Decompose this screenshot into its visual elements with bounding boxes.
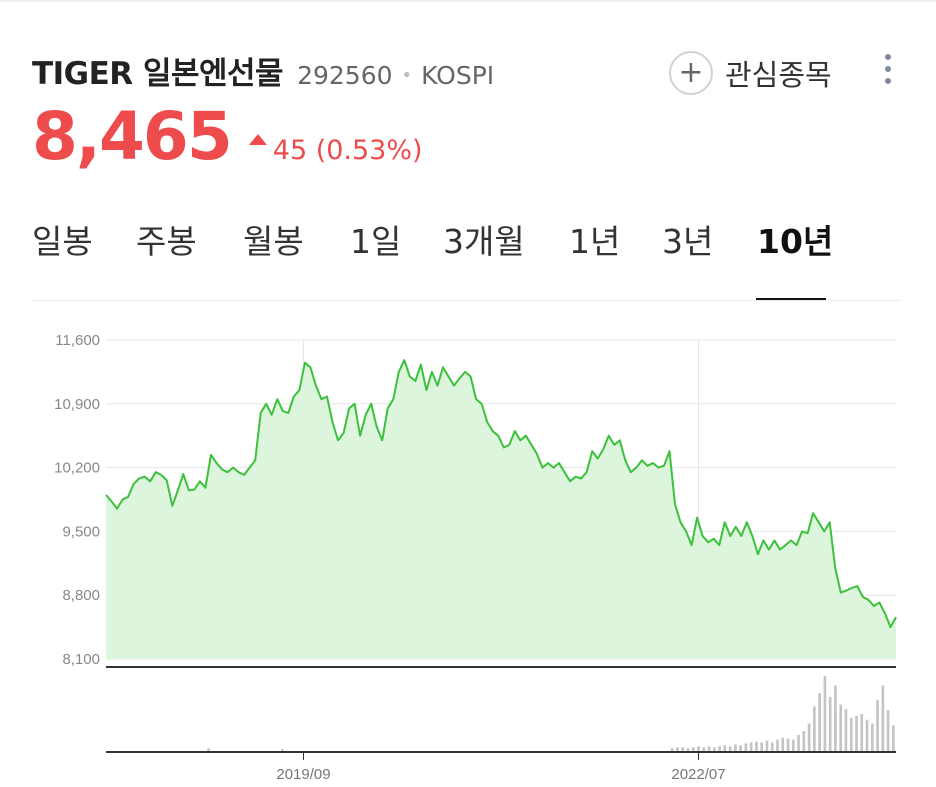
y-tick-label: 8,100 xyxy=(62,651,100,668)
watchlist-label: 관심종목 xyxy=(725,58,832,92)
volume-bar xyxy=(818,693,821,752)
x-tick-label: 2019/09 xyxy=(276,766,330,783)
volume-bar xyxy=(697,746,700,752)
separator-dot-icon: • xyxy=(401,65,413,86)
volume-bar xyxy=(834,685,837,752)
volume-bar xyxy=(734,744,737,752)
volume-bar xyxy=(844,709,848,752)
tab-daily[interactable]: 일봉 xyxy=(32,222,93,261)
stock-code: 292560 xyxy=(297,61,393,90)
up-triangle-icon xyxy=(248,134,267,145)
volume-bar xyxy=(855,715,858,752)
price-line xyxy=(105,359,897,629)
volume-bar xyxy=(712,747,716,752)
tab-3years[interactable]: 3년 xyxy=(662,222,714,261)
tab-weekly[interactable]: 주봉 xyxy=(136,222,197,261)
tab-10years[interactable]: 10년 xyxy=(757,222,834,261)
volume-bar xyxy=(728,746,732,752)
volume-bar xyxy=(828,696,832,752)
volume-bar xyxy=(786,738,790,752)
volume-bar xyxy=(718,746,721,752)
volume-bar xyxy=(723,745,727,752)
y-tick-label: 8,800 xyxy=(62,587,100,604)
stock-header: TIGER 일본엔선물 292560 • KOSPI xyxy=(32,48,494,92)
tab-1year[interactable]: 1년 xyxy=(569,222,621,261)
stock-name: TIGER 일본엔선물 xyxy=(32,56,284,92)
price-area-fill xyxy=(106,360,896,659)
tab-1day[interactable]: 1일 xyxy=(350,222,402,261)
volume-bar xyxy=(802,731,806,752)
volume-bar xyxy=(870,723,874,752)
volume-bar xyxy=(881,685,885,752)
market-name: KOSPI xyxy=(421,61,495,90)
volume-bar xyxy=(823,676,827,752)
volume-bar xyxy=(681,747,685,752)
volume-bar xyxy=(813,706,816,752)
top-divider xyxy=(0,0,936,2)
add-watchlist-button[interactable]: + 관심종목 xyxy=(669,49,832,97)
volume-bar xyxy=(707,746,711,752)
active-tab-indicator xyxy=(756,298,826,301)
volume-bar xyxy=(207,748,211,752)
volume-bar xyxy=(744,743,748,752)
volume-bar xyxy=(876,699,879,752)
volume-bar xyxy=(781,737,785,752)
y-tick-label: 10,900 xyxy=(54,396,100,413)
volume-bar xyxy=(770,742,774,752)
price-chart: 11,600 10,900 10,200 9,500 8,800 8,100 2019/09… xyxy=(54,332,897,783)
current-price: 8,465 xyxy=(32,98,233,175)
volume-bar xyxy=(797,734,800,752)
volume-bar xyxy=(691,747,695,752)
volume-bar xyxy=(676,747,679,752)
tab-monthly[interactable]: 월봉 xyxy=(243,222,304,261)
volume-bar xyxy=(670,748,674,752)
volume-bar xyxy=(807,723,811,752)
volume-bar xyxy=(860,714,864,752)
volume-bar xyxy=(749,742,753,752)
volume-bar xyxy=(702,747,706,752)
volume-bar xyxy=(760,742,764,752)
volume-bar xyxy=(765,740,769,752)
y-tick-label: 9,500 xyxy=(62,523,100,540)
volume-bar xyxy=(886,710,890,752)
volume-bar xyxy=(839,704,843,752)
volume-bar xyxy=(776,739,779,752)
y-tick-label: 10,200 xyxy=(54,460,100,477)
tabs-divider xyxy=(32,300,900,301)
tab-3months[interactable]: 3개월 xyxy=(443,222,525,261)
volume-bar xyxy=(739,745,742,752)
price-row: 8,465 45 (0.53%) xyxy=(32,98,423,178)
volume-bar xyxy=(686,748,690,752)
volume-bar xyxy=(281,749,284,752)
price-change: 45 (0.53%) xyxy=(272,135,423,166)
plus-icon: + xyxy=(669,51,713,95)
more-vertical-icon[interactable] xyxy=(876,54,900,94)
volume-bar xyxy=(755,741,758,752)
volume-bar xyxy=(892,725,895,752)
y-tick-label: 11,600 xyxy=(55,332,100,349)
period-tabs: 일봉 주봉 월봉 1일 3개월 1년 3년 10년 xyxy=(0,215,936,301)
x-tick-label: 2022/07 xyxy=(671,766,725,783)
volume-bar xyxy=(849,717,853,752)
volume-bar xyxy=(791,739,795,752)
volume-bar xyxy=(865,719,869,752)
